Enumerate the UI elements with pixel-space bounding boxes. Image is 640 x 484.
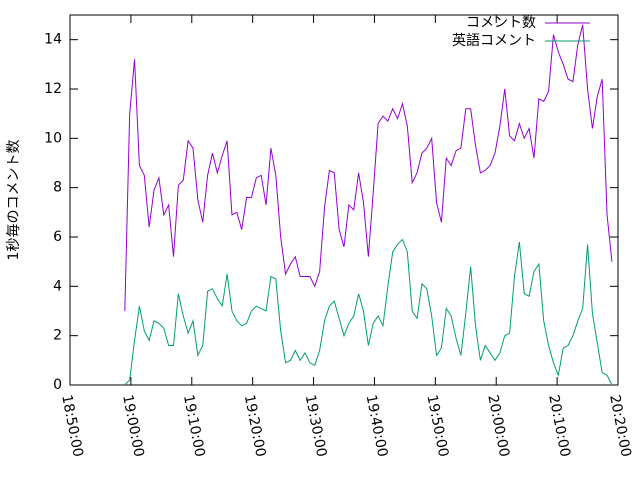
- x-tick-label: 19:20:00: [241, 393, 269, 458]
- y-tick-label: 2: [53, 328, 62, 344]
- plot-frame: [69, 14, 619, 386]
- legend-label: 英語コメント: [452, 32, 536, 49]
- y-tick-label: 14: [44, 32, 62, 48]
- x-tick-label: 20:10:00: [545, 393, 573, 458]
- y-tick-label: 10: [44, 130, 62, 146]
- legend-label: コメント数: [466, 15, 536, 31]
- series-line: [124, 24, 613, 312]
- y-tick-label: 12: [44, 81, 62, 97]
- y-tick-label: 4: [53, 278, 62, 294]
- x-tick-label: 19:50:00: [423, 393, 451, 458]
- series-line: [124, 238, 613, 386]
- x-tick-label: 19:40:00: [363, 393, 391, 458]
- x-tick-label: 19:30:00: [302, 393, 330, 458]
- x-tick-label: 19:00:00: [119, 393, 147, 458]
- x-tick-label: 20:20:00: [606, 393, 634, 458]
- y-tick-label: 8: [53, 180, 62, 196]
- x-tick-label: 20:00:00: [484, 393, 512, 458]
- x-tick-label: 19:10:00: [180, 393, 208, 458]
- y-axis-label: 1秒毎のコメント数: [6, 140, 22, 261]
- x-tick-label: 18:50:00: [58, 393, 86, 458]
- y-tick-label: 6: [53, 229, 62, 245]
- y-tick-label: 0: [53, 377, 62, 393]
